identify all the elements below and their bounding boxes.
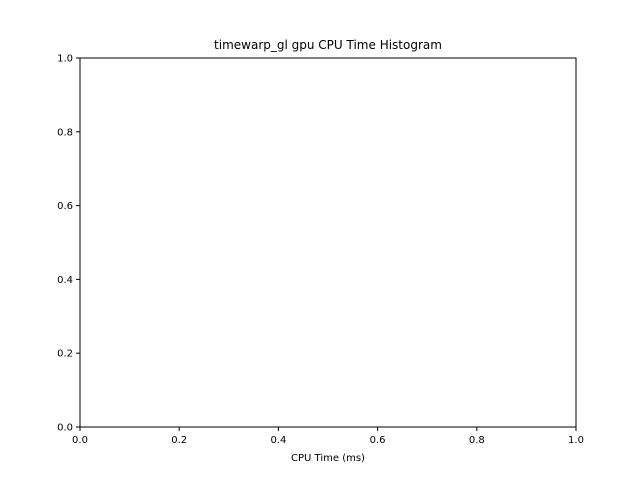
plot-area-frame	[79, 57, 577, 428]
y-tick-label: 0.8	[57, 127, 73, 138]
x-tick-label: 0.2	[171, 435, 187, 446]
x-tick-label: 0.8	[469, 435, 485, 446]
y-tick-label: 0.6	[57, 201, 73, 212]
y-tick-label: 1.0	[57, 54, 73, 65]
x-tick-label: 1.0	[568, 435, 584, 446]
x-tick-label: 0.4	[270, 435, 286, 446]
x-axis: 0.0 0.2 0.4 0.6 0.8 1.0	[72, 427, 584, 446]
x-tick-label: 0.6	[370, 435, 386, 446]
x-axis-label: CPU Time (ms)	[291, 453, 365, 464]
y-axis: 0.0 0.2 0.4 0.6 0.8 1.0	[57, 54, 80, 434]
y-tick-label: 0.2	[57, 349, 73, 360]
x-tick-label: 0.0	[72, 435, 88, 446]
y-tick-label: 0.4	[57, 275, 73, 286]
y-tick-label: 0.0	[57, 423, 73, 434]
chart-title: timewarp_gl gpu CPU Time Histogram	[214, 38, 442, 52]
